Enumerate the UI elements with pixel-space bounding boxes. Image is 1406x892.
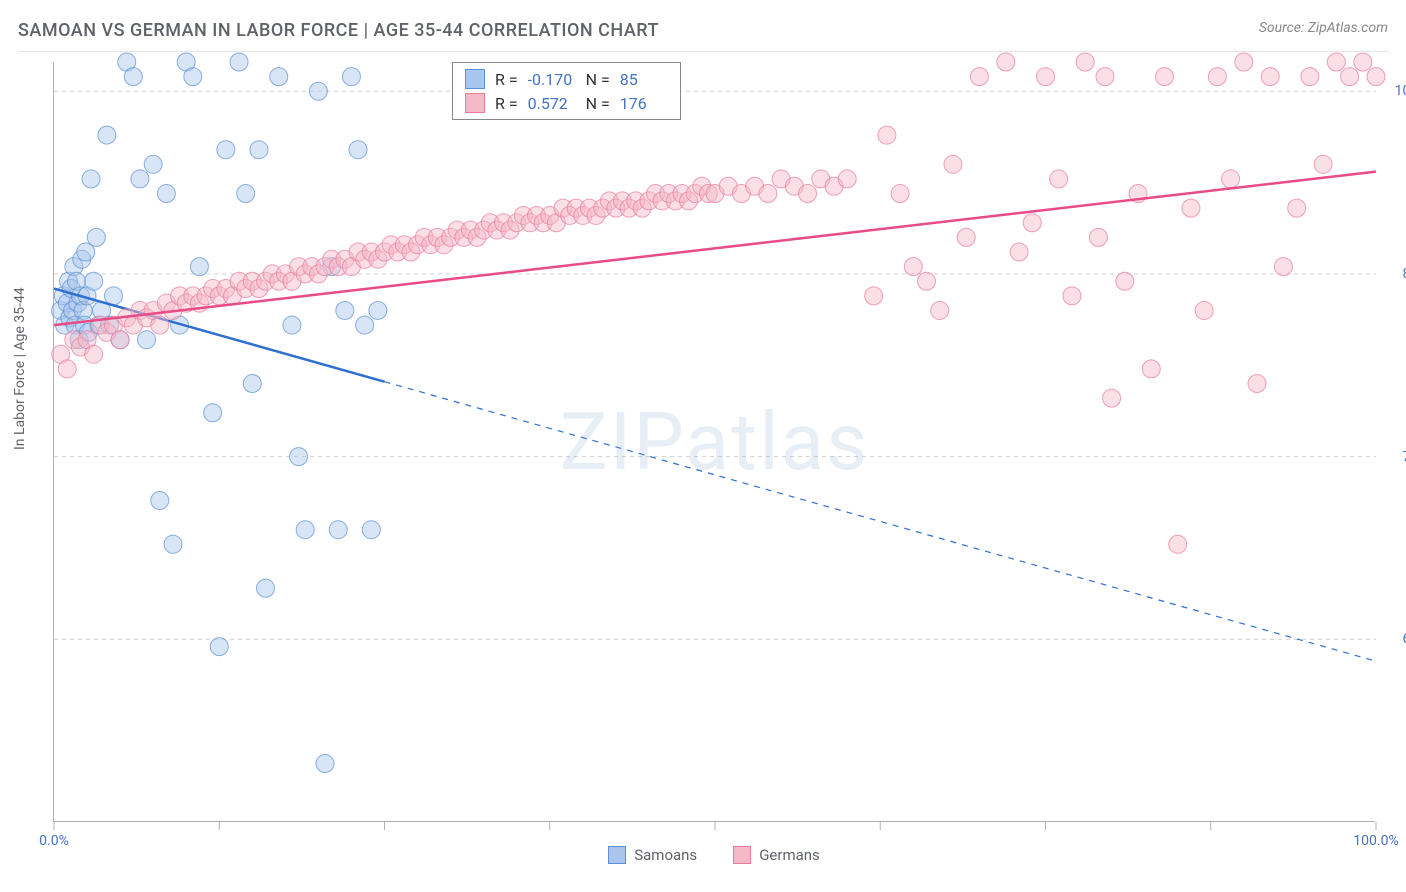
- legend-item-germans: Germans: [733, 846, 820, 864]
- n-label: N =: [586, 94, 610, 113]
- stats-legend-box: R = -0.170 N = 85 R = 0.572 N = 176: [452, 62, 681, 120]
- bottom-legend: Samoans Germans: [53, 846, 1375, 864]
- plot-svg: [54, 62, 1376, 822]
- stats-row-samoans: R = -0.170 N = 85: [465, 67, 668, 91]
- r-value-samoans: -0.170: [528, 70, 576, 89]
- n-value-germans: 176: [620, 94, 668, 113]
- legend-swatch-samoans: [465, 69, 485, 89]
- plot-area: ZIPatlas 62.5%75.0%87.5%100.0%0.0%100.0%: [53, 62, 1375, 822]
- y-tick-label: 87.5%: [1402, 266, 1406, 282]
- title-bar: SAMOAN VS GERMAN IN LABOR FORCE | AGE 35…: [18, 20, 1388, 52]
- legend-item-samoans: Samoans: [608, 846, 697, 864]
- y-tick-label: 100.0%: [1395, 83, 1406, 99]
- y-tick-label: 62.5%: [1402, 631, 1406, 647]
- n-label: N =: [586, 70, 610, 89]
- legend-label-germans: Germans: [759, 846, 820, 864]
- legend-swatch-germans: [465, 93, 485, 113]
- chart-title: SAMOAN VS GERMAN IN LABOR FORCE | AGE 35…: [18, 20, 659, 41]
- y-axis-label: In Labor Force | Age 35-44: [12, 287, 28, 450]
- r-value-germans: 0.572: [528, 94, 576, 113]
- legend-swatch-icon: [608, 846, 626, 864]
- stats-row-germans: R = 0.572 N = 176: [465, 91, 668, 115]
- chart-container: SAMOAN VS GERMAN IN LABOR FORCE | AGE 35…: [0, 0, 1406, 892]
- r-label: R =: [495, 70, 518, 89]
- legend-swatch-icon: [733, 846, 751, 864]
- n-value-samoans: 85: [620, 70, 668, 89]
- legend-label-samoans: Samoans: [634, 846, 697, 864]
- y-tick-label: 75.0%: [1402, 449, 1406, 465]
- source-label: Source: ZipAtlas.com: [1259, 20, 1388, 36]
- r-label: R =: [495, 94, 518, 113]
